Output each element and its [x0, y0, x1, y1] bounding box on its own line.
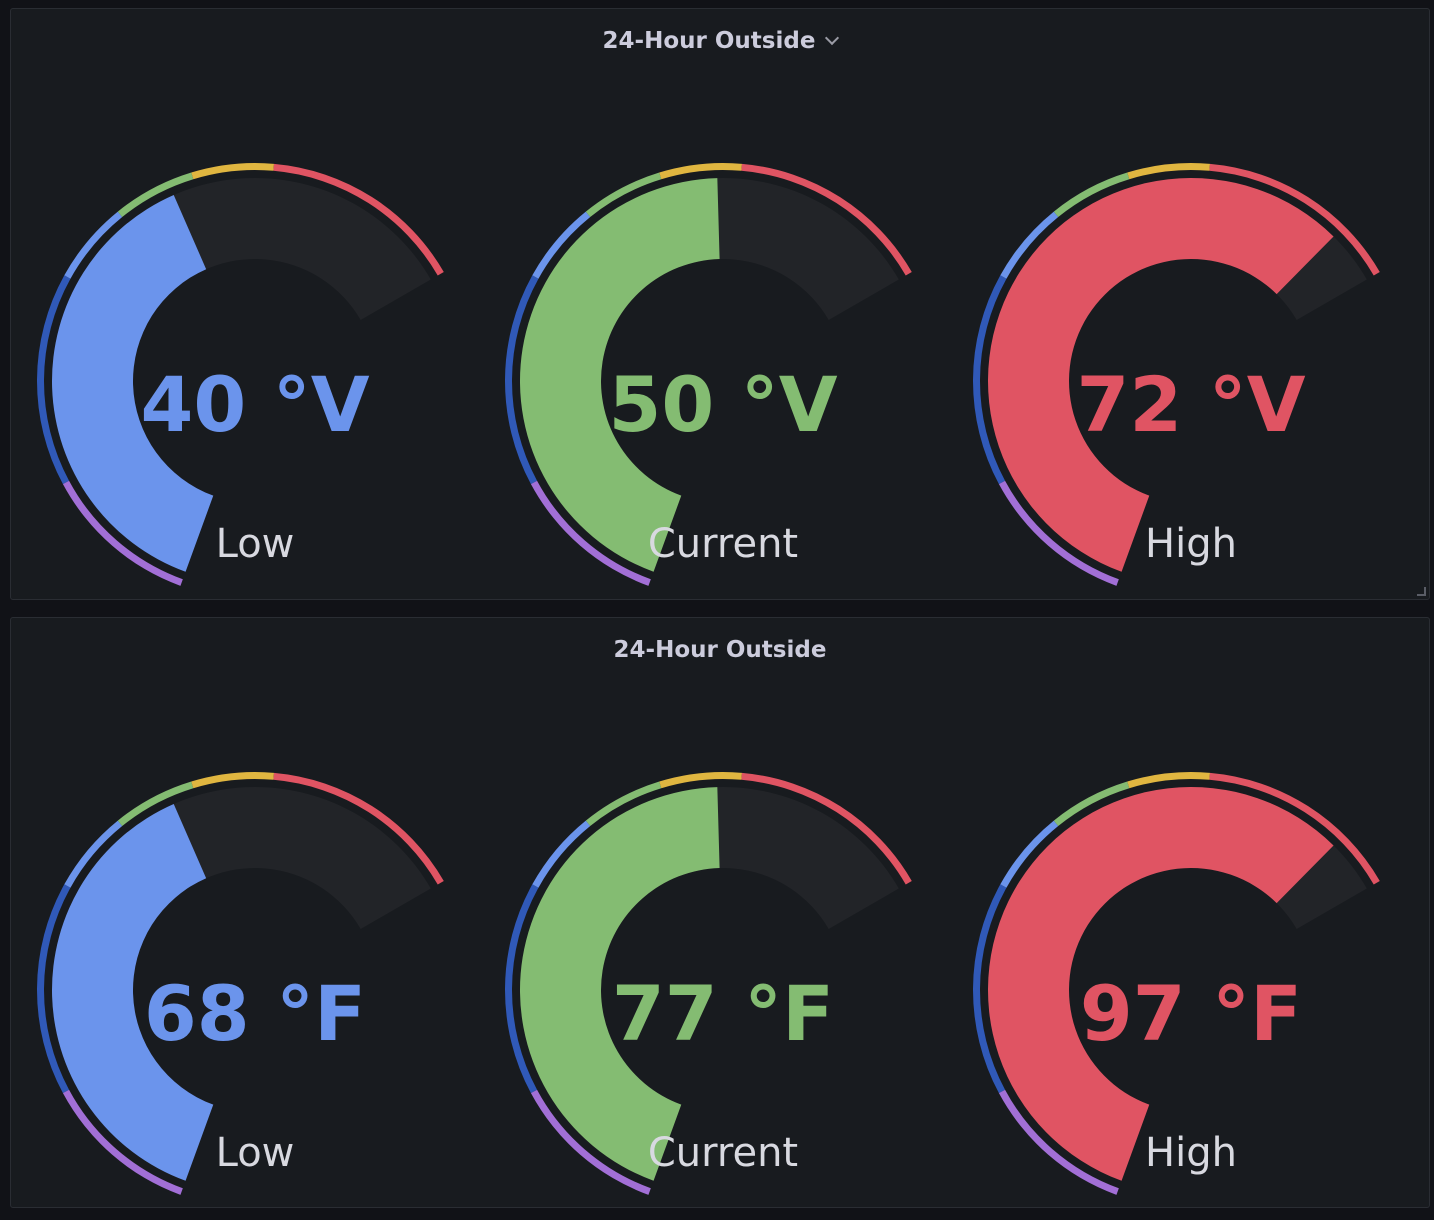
threshold-segment-blue: [532, 211, 591, 279]
threshold-segment-yellow: [659, 162, 742, 180]
gauge-high: 72 °V High: [973, 162, 1380, 586]
threshold-segment-green: [117, 172, 194, 218]
gauge-fill: [51, 803, 214, 1181]
threshold-segment-purple: [998, 480, 1119, 586]
threshold-segment-dark_blue: [36, 275, 71, 485]
gauge-value: 50 °V: [608, 360, 837, 449]
threshold-segment-green: [117, 781, 194, 827]
threshold-segment-green: [1053, 172, 1130, 218]
panel-header[interactable]: 24-Hour Outside: [11, 632, 1429, 668]
threshold-segment-green: [585, 172, 662, 218]
threshold-segment-blue: [64, 211, 123, 279]
gauge-label: High: [1145, 521, 1237, 567]
threshold-segment-blue: [1000, 211, 1059, 279]
gauge-label: Low: [216, 1130, 295, 1176]
resize-handle-icon[interactable]: [1417, 587, 1426, 596]
gauge-fill: [520, 178, 720, 572]
threshold-segment-purple: [998, 1089, 1119, 1195]
gauge-high: 97 °F High: [973, 772, 1380, 1195]
threshold-segment-green: [585, 781, 662, 827]
threshold-segment-yellow: [1127, 162, 1210, 180]
gauge-panel-bottom: 24-Hour Outside 68 °F Low 77 °F Current 97 °…: [10, 617, 1430, 1208]
gauge-row: 68 °F Low 77 °F Current 97 °F High: [36, 772, 1380, 1195]
threshold-segment-yellow: [191, 772, 274, 789]
panel-title[interactable]: 24-Hour Outside: [602, 28, 816, 54]
gauge-low: 40 °V Low: [36, 162, 444, 586]
threshold-segment-dark_blue: [36, 884, 71, 1094]
threshold-segment-purple: [62, 480, 183, 586]
gauge-label: Low: [216, 521, 295, 567]
threshold-segment-yellow: [1127, 772, 1210, 789]
gauge-fill: [988, 787, 1334, 1181]
gauge-value: 77 °F: [612, 969, 834, 1058]
threshold-segment-yellow: [659, 772, 742, 789]
gauge-current: 77 °F Current: [504, 772, 912, 1195]
threshold-segment-blue: [532, 820, 591, 888]
threshold-segment-dark_blue: [504, 884, 539, 1094]
gauge-fill: [51, 194, 214, 572]
threshold-segment-blue: [64, 820, 123, 888]
threshold-segment-dark_blue: [973, 275, 1007, 485]
gauge-fill: [520, 787, 720, 1181]
threshold-segment-blue: [1000, 820, 1059, 888]
gauge-value: 68 °F: [144, 969, 366, 1058]
gauge-value: 72 °V: [1076, 360, 1305, 449]
gauge-label: Current: [648, 521, 798, 567]
threshold-segment-purple: [530, 1089, 651, 1195]
gauge-panel-top: 24-Hour Outside 40 °V Low 50 °V Current 72 °…: [10, 8, 1430, 600]
threshold-segment-purple: [62, 1089, 183, 1195]
gauge-fill: [988, 178, 1334, 572]
gauge-current: 50 °V Current: [504, 162, 912, 586]
gauge-label: Current: [648, 1130, 798, 1176]
threshold-segment-green: [1053, 781, 1130, 827]
threshold-segment-yellow: [191, 162, 274, 180]
threshold-segment-dark_blue: [973, 884, 1007, 1094]
gauge-row: 40 °V Low 50 °V Current 72 °V High: [36, 162, 1380, 586]
panel-title[interactable]: 24-Hour Outside: [613, 637, 827, 663]
gauge-value: 40 °V: [140, 360, 369, 449]
gauge-label: High: [1145, 1130, 1237, 1176]
threshold-segment-purple: [530, 480, 651, 586]
panel-header[interactable]: 24-Hour Outside: [11, 23, 1429, 59]
threshold-segment-dark_blue: [504, 275, 539, 485]
gauge-low: 68 °F Low: [36, 772, 444, 1195]
gauge-value: 97 °F: [1080, 969, 1302, 1058]
